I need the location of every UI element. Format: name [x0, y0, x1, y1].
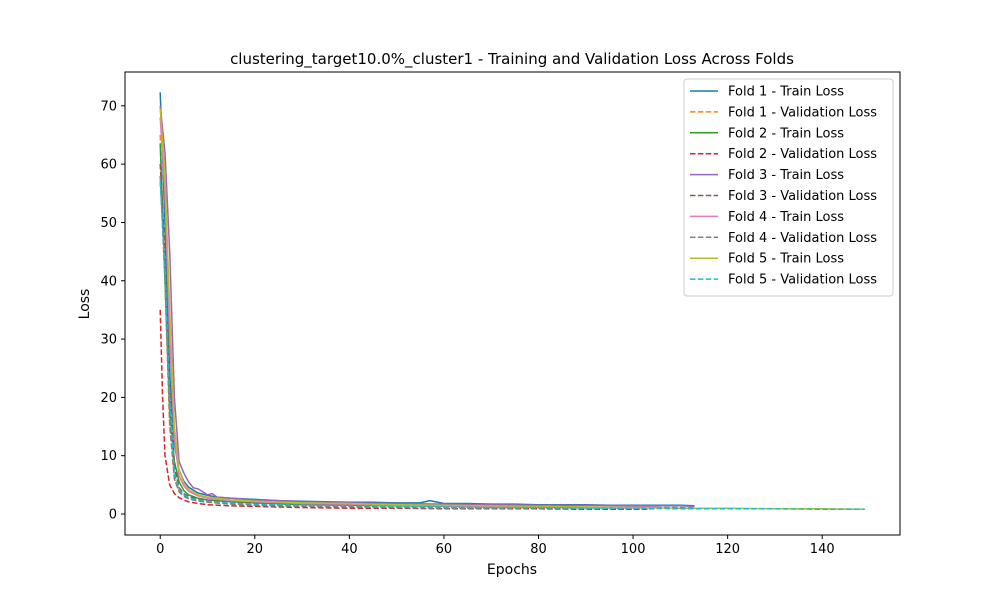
- chart-title: clustering_target10.0%_cluster1 - Traini…: [230, 50, 794, 69]
- series-line-6: [159, 164, 695, 509]
- series-line-1: [159, 92, 695, 507]
- x-tick-label: 100: [621, 542, 646, 557]
- x-tick-label: 140: [810, 542, 835, 557]
- x-tick-label: 20: [247, 542, 264, 557]
- series-line-4: [159, 309, 648, 511]
- x-tick-label: 80: [530, 542, 547, 557]
- series-line-2: [159, 134, 695, 509]
- legend-label: Fold 1 - Validation Loss: [728, 105, 877, 120]
- y-tick-label: 60: [100, 158, 117, 173]
- y-tick-label: 50: [100, 216, 117, 231]
- series-line-3: [159, 143, 648, 509]
- legend-label: Fold 4 - Validation Loss: [728, 231, 877, 246]
- legend-label: Fold 3 - Train Loss: [728, 168, 844, 183]
- y-tick-label: 40: [100, 274, 117, 289]
- x-axis-ticks: 0 20 40 60 80 100 120 140: [156, 535, 835, 557]
- legend-box: [683, 78, 894, 297]
- x-axis-label: Epochs: [487, 562, 537, 578]
- legend-label: Fold 2 - Validation Loss: [728, 147, 877, 162]
- series-layer: [159, 92, 865, 511]
- y-tick-label: 70: [100, 99, 117, 114]
- y-tick-label: 0: [109, 508, 117, 523]
- legend-label: Fold 1 - Train Loss: [728, 85, 844, 100]
- legend-label: Fold 2 - Train Loss: [728, 126, 844, 141]
- y-tick-label: 20: [100, 391, 117, 406]
- x-tick-label: 60: [436, 542, 453, 557]
- legend-label: Fold 4 - Train Loss: [728, 210, 844, 225]
- plot-frame: [124, 71, 901, 536]
- y-tick-label: 30: [100, 333, 117, 348]
- series-line-8: [159, 175, 657, 510]
- series-line-7: [159, 117, 657, 508]
- x-tick-label: 0: [156, 542, 164, 557]
- y-axis-ticks: 0 10 20 30 40 50 60 70: [100, 99, 125, 523]
- y-tick-label: 10: [100, 449, 117, 464]
- legend-label: Fold 3 - Validation Loss: [728, 189, 877, 204]
- series-line-10: [159, 181, 865, 511]
- legend-label: Fold 5 - Train Loss: [728, 252, 844, 267]
- series-line-5: [159, 105, 695, 508]
- legend-label: Fold 5 - Validation Loss: [728, 273, 877, 288]
- x-tick-label: 120: [715, 542, 740, 557]
- legend: Fold 1 - Train Loss Fold 1 - Validation L…: [683, 78, 894, 297]
- x-tick-label: 40: [341, 542, 358, 557]
- y-axis-label: Loss: [77, 289, 93, 320]
